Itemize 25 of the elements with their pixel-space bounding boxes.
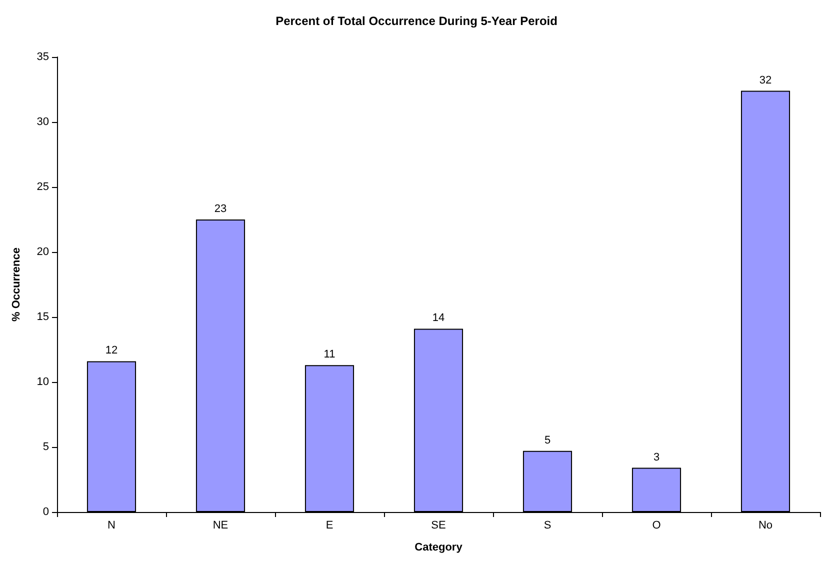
y-tick-label: 15 <box>36 311 49 323</box>
x-tick-label: N <box>108 520 116 532</box>
data-label: 5 <box>544 434 551 446</box>
y-tick-label: 20 <box>36 246 49 258</box>
data-label: 23 <box>214 203 227 215</box>
y-tick-label: 25 <box>36 181 49 193</box>
data-label: 12 <box>105 344 118 357</box>
data-label: 3 <box>653 451 660 464</box>
x-tick-label: S <box>544 520 552 532</box>
y-tick-label: 5 <box>42 441 49 453</box>
data-label: 14 <box>432 312 445 324</box>
y-axis-title: % Occurrence <box>10 248 22 322</box>
y-tick-label: 0 <box>42 506 49 518</box>
x-tick-label: No <box>758 520 773 532</box>
y-tick-label: 35 <box>36 51 49 63</box>
data-label: 11 <box>324 348 336 361</box>
x-tick-label: E <box>326 520 334 532</box>
y-tick-label: 30 <box>36 116 49 128</box>
chart-title: Percent of Total Occurrence During 5-Year Peroid <box>276 14 558 28</box>
x-axis-title: Category <box>414 542 464 554</box>
y-tick-label: 10 <box>36 376 49 388</box>
data-label: 32 <box>759 74 772 86</box>
x-tick-label: SE <box>431 520 446 532</box>
x-tick-label: NE <box>212 520 228 532</box>
x-tick-label: O <box>652 520 662 532</box>
